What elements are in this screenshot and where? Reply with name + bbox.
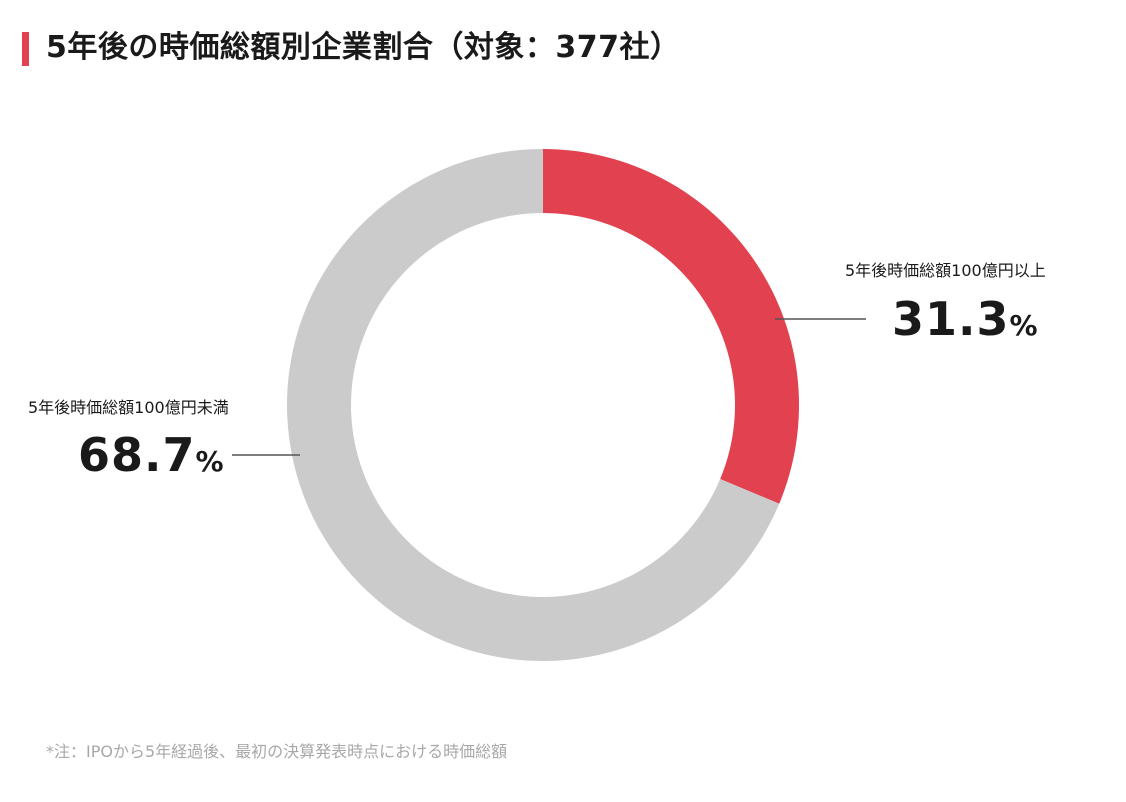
slice-value-below-100oku: 68.7% bbox=[78, 428, 224, 493]
chart-title: 5年後の時価総額別企業割合（対象：377社） bbox=[46, 30, 681, 65]
title-accent-bar bbox=[22, 32, 29, 66]
slice-label-above-100oku: 5年後時価総額100億円以上 bbox=[845, 261, 1046, 280]
donut-slice-above-100oku bbox=[543, 149, 800, 504]
value-number: 68.7 bbox=[78, 428, 196, 482]
value-unit: % bbox=[1009, 309, 1038, 342]
slice-value-above-100oku: 31.3% bbox=[892, 292, 1038, 357]
value-number: 31.3 bbox=[892, 292, 1010, 346]
value-unit: % bbox=[195, 445, 224, 478]
slice-label-below-100oku: 5年後時価総額100億円未満 bbox=[28, 398, 229, 417]
footnote: *注：IPOから5年経過後、最初の決算発表時点における時価総額 bbox=[46, 742, 508, 761]
